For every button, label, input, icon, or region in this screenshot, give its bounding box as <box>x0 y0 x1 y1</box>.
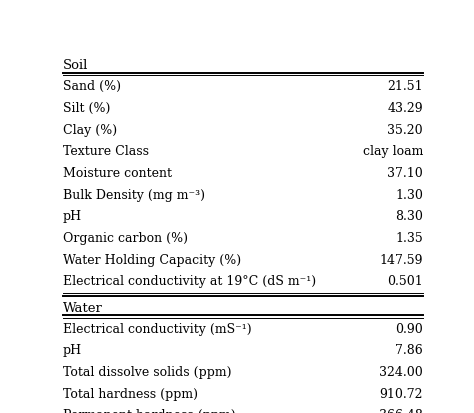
Text: 366.48: 366.48 <box>379 408 423 413</box>
Text: 910.72: 910.72 <box>379 387 423 400</box>
Text: pH: pH <box>63 210 82 223</box>
Text: 147.59: 147.59 <box>379 253 423 266</box>
Text: Silt (%): Silt (%) <box>63 102 110 115</box>
Text: 1.30: 1.30 <box>395 188 423 201</box>
Text: Water Holding Capacity (%): Water Holding Capacity (%) <box>63 253 241 266</box>
Text: 8.30: 8.30 <box>395 210 423 223</box>
Text: Organic carbon (%): Organic carbon (%) <box>63 231 188 244</box>
Text: 43.29: 43.29 <box>387 102 423 115</box>
Text: Electrical conductivity at 19°C (dS m⁻¹): Electrical conductivity at 19°C (dS m⁻¹) <box>63 275 316 288</box>
Text: 37.10: 37.10 <box>387 166 423 180</box>
Text: Total dissolve solids (ppm): Total dissolve solids (ppm) <box>63 365 231 378</box>
Text: 324.00: 324.00 <box>379 365 423 378</box>
Text: 0.90: 0.90 <box>395 322 423 335</box>
Text: 21.51: 21.51 <box>387 80 423 93</box>
Text: Texture Class: Texture Class <box>63 145 149 158</box>
Text: Clay (%): Clay (%) <box>63 123 117 136</box>
Text: pH: pH <box>63 343 82 356</box>
Text: Total hardness (ppm): Total hardness (ppm) <box>63 387 198 400</box>
Text: Sand (%): Sand (%) <box>63 80 121 93</box>
Text: 1.35: 1.35 <box>395 231 423 244</box>
Text: Permanent hardness (ppm): Permanent hardness (ppm) <box>63 408 236 413</box>
Text: Bulk Density (mg m⁻³): Bulk Density (mg m⁻³) <box>63 188 205 201</box>
Text: 7.86: 7.86 <box>395 343 423 356</box>
Text: Water: Water <box>63 301 103 314</box>
Text: Soil: Soil <box>63 59 88 72</box>
Text: clay loam: clay loam <box>363 145 423 158</box>
Text: 35.20: 35.20 <box>387 123 423 136</box>
Text: Electrical conductivity (mS⁻¹): Electrical conductivity (mS⁻¹) <box>63 322 252 335</box>
Text: 0.501: 0.501 <box>387 275 423 288</box>
Text: Moisture content: Moisture content <box>63 166 172 180</box>
